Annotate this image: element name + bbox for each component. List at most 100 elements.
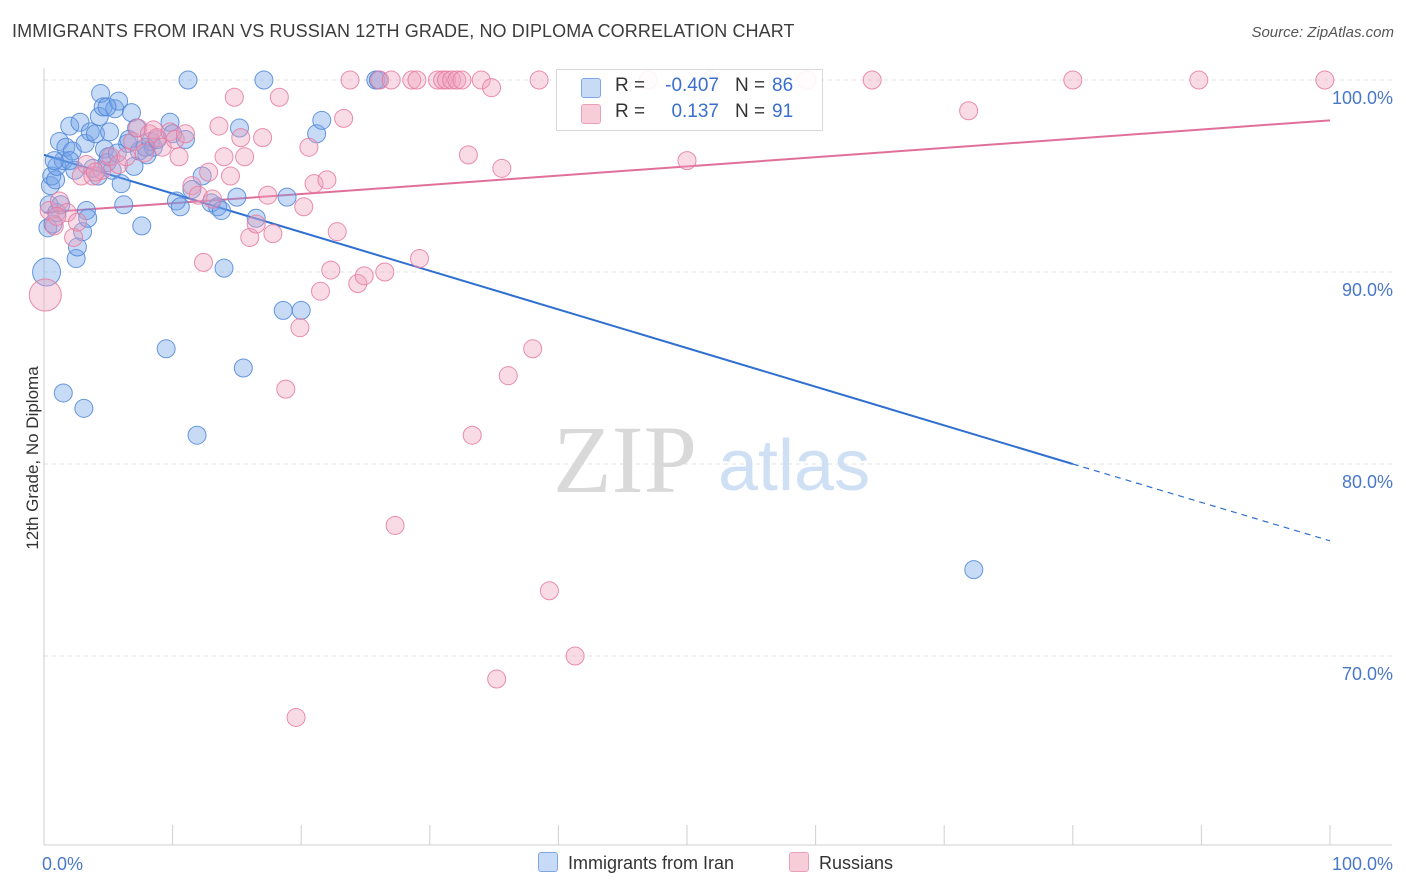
point-russians — [92, 160, 112, 180]
point-russians — [862, 70, 882, 90]
point-iran — [214, 258, 234, 278]
point-russians — [199, 162, 219, 182]
point-russians — [64, 227, 84, 247]
trend-line-iran — [43, 153, 1074, 465]
y-tick-label: 90.0% — [1342, 280, 1393, 300]
point-iran — [70, 112, 90, 132]
point-russians — [410, 249, 430, 269]
point-iran — [964, 560, 984, 580]
point-russians — [317, 170, 337, 190]
point-iran — [178, 70, 198, 90]
point-russians — [299, 137, 319, 157]
point-russians — [276, 379, 296, 399]
legend-row-russians: R = 0.137 N = 91 — [557, 101, 822, 127]
point-russians — [498, 366, 518, 386]
point-russians — [447, 70, 467, 90]
point-iran — [273, 300, 293, 320]
point-russians — [539, 581, 559, 601]
point-iran — [246, 208, 266, 228]
point-iran — [109, 91, 129, 111]
point-iran — [254, 70, 274, 90]
point-russians — [128, 118, 148, 138]
point-iran — [229, 118, 249, 138]
trend-line-iran-extension — [1072, 463, 1331, 542]
point-russians — [442, 70, 462, 90]
point-russians — [565, 646, 585, 666]
axes — [43, 68, 1392, 846]
point-iran — [46, 170, 66, 190]
point-iran — [74, 398, 94, 418]
point-iran — [233, 358, 253, 378]
point-russians — [354, 266, 374, 286]
point-iran — [67, 237, 87, 257]
point-russians — [321, 260, 341, 280]
point-iran — [170, 197, 190, 217]
point-russians — [452, 70, 472, 90]
point-russians — [385, 515, 405, 535]
point-russians — [209, 116, 229, 136]
point-iran — [175, 130, 195, 150]
point-iran — [60, 116, 80, 136]
legend-swatch-iran — [581, 78, 601, 98]
point-iran — [53, 383, 73, 403]
point-russians — [458, 145, 478, 165]
point-russians — [1063, 70, 1083, 90]
point-russians — [71, 166, 91, 186]
point-russians — [529, 70, 549, 90]
legend-box: R = -0.407 N = 86 R = 0.137 N = 91 — [556, 69, 823, 131]
tick-labels: 100.0% 90.0% 80.0% 70.0% 0.0% 100.0% — [42, 88, 1393, 874]
legend-n-value: 86 — [772, 75, 794, 96]
point-iran — [312, 110, 332, 130]
legend-swatch-russians — [581, 104, 601, 124]
point-iran — [166, 191, 186, 211]
point-iran — [114, 195, 134, 215]
point-russians — [294, 197, 314, 217]
legend-n-value: 91 — [772, 101, 794, 122]
point-iran — [187, 425, 207, 445]
point-iran — [78, 208, 98, 228]
legend-n-label: N = — [735, 75, 766, 96]
point-russians — [523, 339, 543, 359]
trend-line-russians — [43, 119, 1331, 214]
point-russians — [67, 212, 87, 232]
point-russians — [101, 147, 121, 167]
point-iran — [277, 187, 297, 207]
point-russians — [269, 87, 289, 107]
point-iran — [132, 216, 152, 236]
bottom-legend-label-iran: Immigrants from Iran — [568, 853, 735, 873]
point-russians — [246, 214, 266, 234]
point-russians — [220, 166, 240, 186]
point-russians — [487, 669, 507, 689]
bottom-legend-russians: Russians — [789, 852, 893, 874]
legend-r-value: -0.407 — [665, 75, 719, 96]
point-russians — [375, 262, 395, 282]
legend-r-value: 0.137 — [671, 101, 719, 122]
bottom-legend-iran: Immigrants from Iran — [538, 852, 734, 874]
point-iran — [97, 97, 117, 117]
point-russians — [214, 147, 234, 167]
point-russians — [959, 101, 979, 121]
point-russians — [471, 70, 491, 90]
point-russians — [381, 70, 401, 90]
point-russians — [182, 176, 202, 196]
point-russians — [188, 185, 208, 205]
point-russians — [462, 425, 482, 445]
point-iran — [160, 112, 180, 132]
point-russians — [202, 189, 222, 209]
y-tick-label: 100.0% — [1332, 88, 1393, 108]
point-russians — [482, 78, 502, 98]
point-russians — [290, 318, 310, 338]
point-russians — [134, 143, 154, 163]
point-iran — [44, 151, 64, 171]
point-russians — [49, 191, 69, 211]
point-russians — [334, 108, 354, 128]
point-russians — [677, 151, 697, 171]
trend-lines — [43, 119, 1331, 542]
point-russians — [402, 70, 422, 90]
point-iran — [124, 156, 144, 176]
point-russians — [492, 158, 512, 178]
point-russians — [327, 222, 347, 242]
point-russians — [175, 124, 195, 144]
bottom-legend-label-russians: Russians — [819, 853, 894, 873]
point-russians — [109, 154, 129, 174]
